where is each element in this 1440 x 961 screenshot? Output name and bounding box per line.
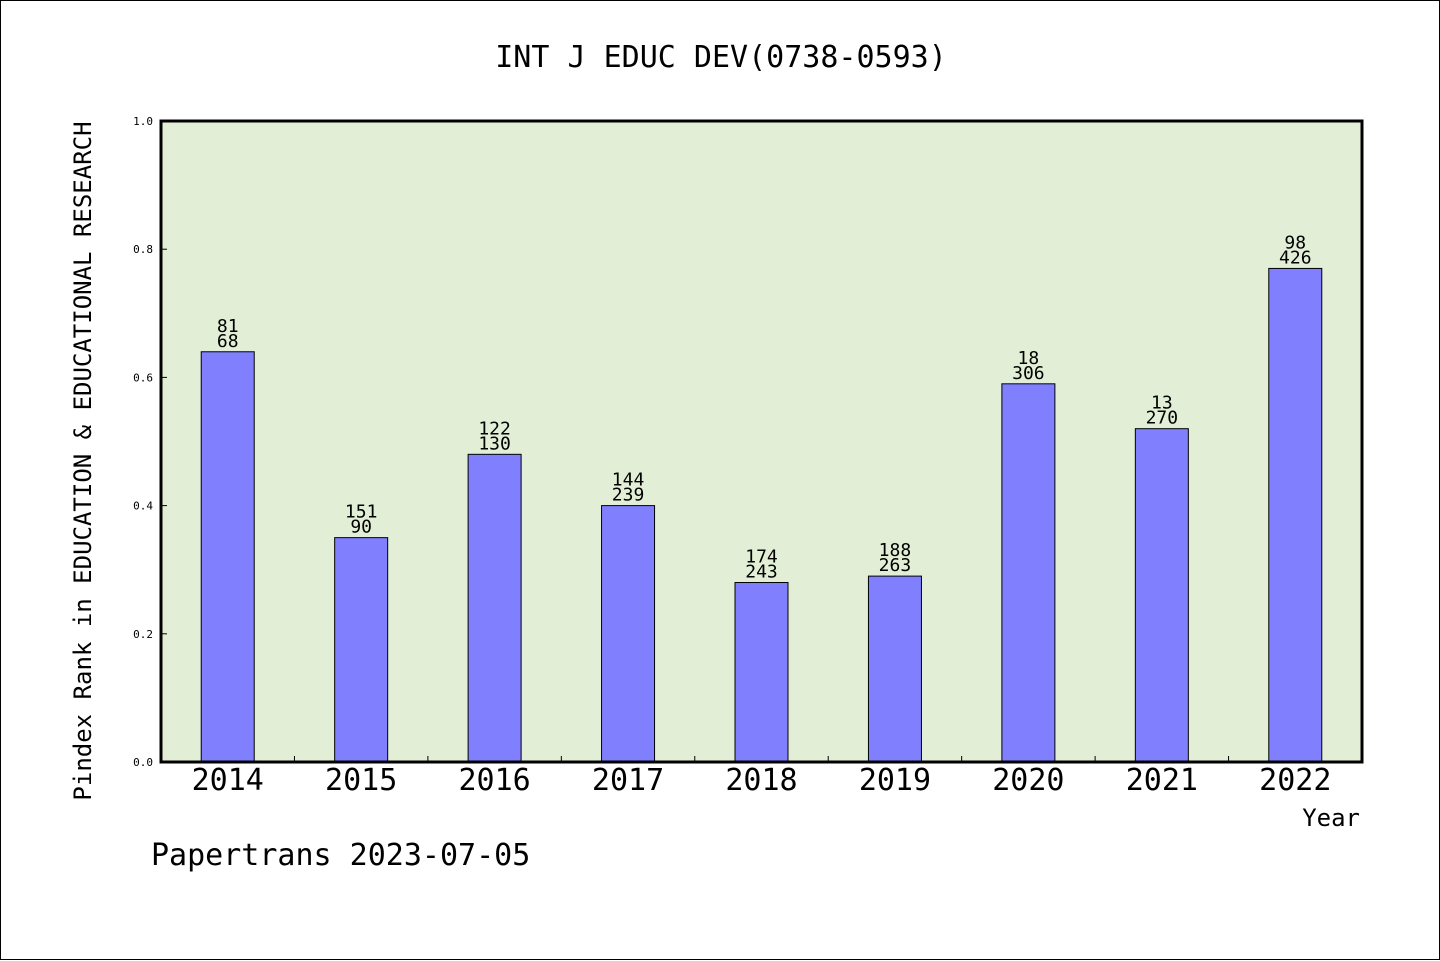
bar-2016 bbox=[467, 453, 522, 763]
bar-label-bottom-2014: 68 bbox=[217, 331, 239, 352]
y-tick-label: 0.6 bbox=[133, 371, 153, 384]
x-tick-label-2014: 2014 bbox=[192, 763, 264, 798]
bar-label-top-2016: 122 bbox=[478, 418, 511, 439]
bar-label-top-2015: 151 bbox=[345, 502, 378, 523]
bar-label-top-2020: 18 bbox=[1018, 348, 1040, 369]
x-tick-label-2018: 2018 bbox=[725, 763, 797, 798]
y-tick-label: 1.0 bbox=[133, 115, 153, 128]
x-tick-label-2017: 2017 bbox=[592, 763, 664, 798]
bar-2021 bbox=[1134, 428, 1189, 763]
bar-label-bottom-2022: 426 bbox=[1279, 247, 1312, 268]
chart-title: INT J EDUC DEV(0738-0593) bbox=[495, 40, 947, 75]
bar-2014 bbox=[200, 351, 255, 763]
bar-label-bottom-2019: 263 bbox=[879, 555, 912, 576]
x-tick-label-2019: 2019 bbox=[859, 763, 931, 798]
footer-credit: Papertrans 2023-07-05 bbox=[151, 838, 530, 873]
x-tick-label-2016: 2016 bbox=[458, 763, 530, 798]
y-tick-label: 0.2 bbox=[133, 628, 153, 641]
y-tick-label: 0.8 bbox=[133, 243, 153, 256]
x-tick-label-2020: 2020 bbox=[992, 763, 1064, 798]
bar-2020 bbox=[1001, 383, 1056, 763]
x-axis-label: Year bbox=[1302, 804, 1360, 832]
x-tick-label-2021: 2021 bbox=[1126, 763, 1198, 798]
bar-label-bottom-2018: 243 bbox=[745, 562, 778, 583]
y-axis: 0.0 0.2 0.4 0.6 0.8 1.0 bbox=[133, 115, 167, 769]
bar-label-top-2014: 81 bbox=[217, 316, 239, 337]
bar-label-top-2018: 174 bbox=[745, 547, 778, 568]
plot-area-border bbox=[159, 119, 1364, 764]
x-tick-label-2022: 2022 bbox=[1259, 763, 1331, 798]
bar-label-top-2022: 98 bbox=[1284, 232, 1306, 253]
bar-label-top-2021: 13 bbox=[1151, 393, 1173, 414]
bar-2022 bbox=[1268, 267, 1323, 763]
bar-label-bottom-2016: 130 bbox=[478, 433, 511, 454]
bar-label-bottom-2021: 270 bbox=[1146, 408, 1179, 429]
bar-2017 bbox=[601, 505, 656, 763]
bar-label-bottom-2020: 306 bbox=[1012, 363, 1045, 384]
bar-2019 bbox=[867, 575, 922, 763]
y-tick-label: 0.0 bbox=[133, 756, 153, 769]
bar-label-bottom-2017: 239 bbox=[612, 485, 645, 506]
bar-label-top-2017: 144 bbox=[612, 470, 645, 491]
bar-label-top-2019: 188 bbox=[879, 540, 912, 561]
y-tick-label: 0.4 bbox=[133, 500, 153, 513]
y-axis-label: Pindex Rank in EDUCATION & EDUCATIONAL R… bbox=[69, 121, 97, 800]
bar-label-bottom-2015: 90 bbox=[350, 517, 372, 538]
bars-group bbox=[200, 267, 1323, 763]
x-axis: 2014 2015 2016 2017 2018 2019 2020 2021 2022 bbox=[192, 756, 1331, 798]
bar-2015 bbox=[334, 537, 389, 763]
x-tick-label-2015: 2015 bbox=[325, 763, 397, 798]
bar-2018 bbox=[734, 582, 789, 763]
